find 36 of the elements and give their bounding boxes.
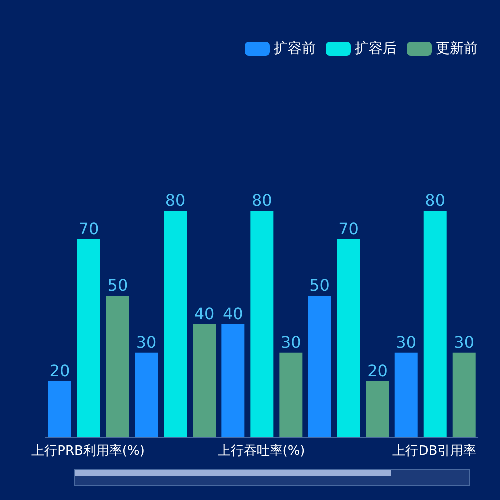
bar	[48, 381, 72, 438]
data-label: 30	[396, 332, 417, 352]
bar	[250, 211, 274, 438]
bar	[106, 296, 130, 438]
bar	[308, 296, 332, 438]
data-label: 40	[222, 304, 244, 324]
data-label: 20	[50, 361, 70, 380]
bar	[280, 352, 303, 438]
data-label: 30	[136, 332, 157, 352]
data-label: 70	[78, 219, 100, 238]
legend-label: 扩容前	[273, 40, 316, 58]
x-tick-label: 上行DB引用率	[392, 443, 477, 460]
bar	[366, 381, 390, 438]
bar	[337, 239, 360, 438]
data-label: 80	[165, 191, 186, 210]
bar	[193, 324, 216, 438]
bar	[164, 211, 188, 438]
x-tick-label: 上行PRB利用率(%)	[32, 443, 145, 460]
bar	[424, 211, 447, 438]
data-label: 20	[368, 361, 388, 380]
legend-label: 扩容后	[354, 40, 397, 58]
data-label: 70	[338, 219, 359, 238]
data-label: 50	[108, 276, 128, 296]
bar	[452, 352, 476, 438]
data-label: 80	[425, 191, 446, 210]
data-label: 50	[310, 276, 330, 296]
data-label: 80	[252, 191, 272, 210]
bar	[222, 324, 245, 438]
data-label: 30	[454, 332, 475, 352]
bar	[135, 352, 158, 438]
legend-label: 更新前	[435, 40, 478, 58]
data-label: 30	[280, 332, 302, 352]
bar	[394, 352, 418, 438]
x-tick-label: 上行吞吐率(%)	[218, 443, 306, 460]
data-label: 40	[194, 304, 215, 324]
bar	[77, 239, 100, 438]
